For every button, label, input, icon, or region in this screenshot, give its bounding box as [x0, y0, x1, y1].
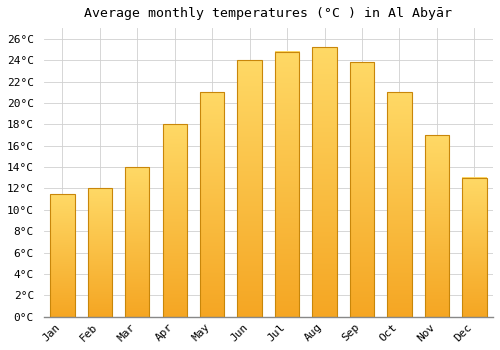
Bar — [350, 62, 374, 317]
Bar — [125, 167, 150, 317]
Bar — [275, 51, 299, 317]
Bar — [238, 60, 262, 317]
Bar — [312, 47, 336, 317]
Bar — [424, 135, 449, 317]
Bar — [162, 124, 187, 317]
Bar — [50, 194, 74, 317]
Title: Average monthly temperatures (°C ) in Al Abyār: Average monthly temperatures (°C ) in Al… — [84, 7, 452, 20]
Bar — [88, 188, 112, 317]
Bar — [200, 92, 224, 317]
Bar — [462, 178, 486, 317]
Bar — [388, 92, 411, 317]
